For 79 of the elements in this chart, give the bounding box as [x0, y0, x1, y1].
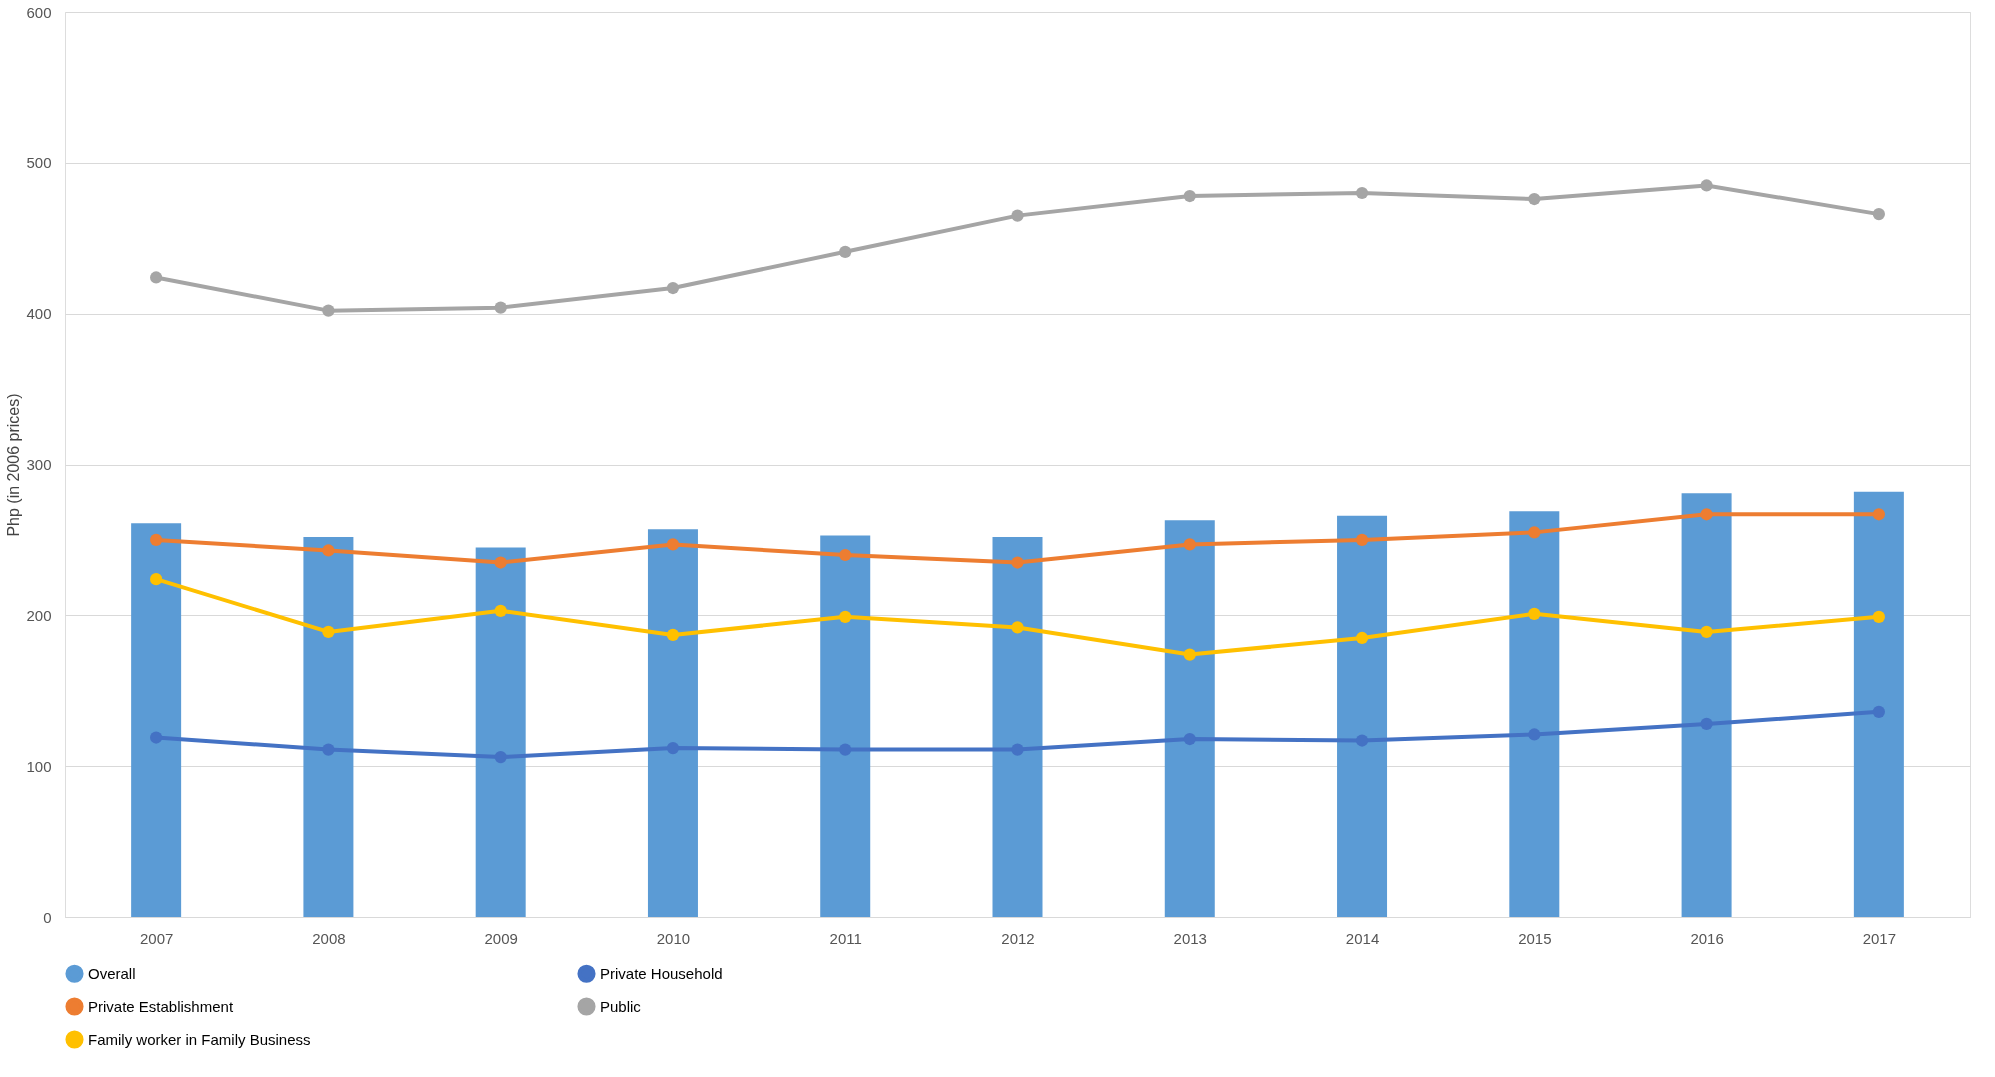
bar: [1853, 491, 1904, 917]
point: [1528, 607, 1541, 620]
bar: [1337, 515, 1388, 917]
x-tick-label: 2009: [484, 929, 518, 947]
point: [1355, 734, 1369, 747]
point: [1872, 508, 1885, 521]
legend-label: Public: [600, 997, 642, 1015]
x-tick-label: 2014: [1345, 929, 1380, 947]
y-tick-label: 100: [26, 757, 52, 775]
point: [1528, 526, 1541, 539]
y-tick-label: 300: [26, 456, 52, 473]
point: [1872, 610, 1885, 623]
point: [666, 281, 680, 295]
point: [322, 544, 335, 557]
point: [666, 538, 680, 551]
point: [1872, 208, 1885, 221]
point: [1011, 556, 1024, 569]
y-tick-label: 0: [43, 908, 52, 926]
point: [666, 741, 680, 755]
point: [1700, 625, 1713, 639]
point: [1528, 728, 1541, 741]
point: [1700, 179, 1713, 192]
point: [1528, 192, 1541, 206]
point: [1355, 186, 1369, 200]
point: [839, 245, 852, 258]
point: [494, 301, 507, 314]
x-tick-label: 2008: [312, 929, 346, 947]
point: [1700, 717, 1713, 731]
point: [322, 304, 335, 317]
point: [666, 628, 680, 642]
bar: [992, 536, 1043, 917]
point: [1355, 533, 1369, 547]
point: [494, 751, 507, 764]
point: [150, 731, 163, 744]
y-tick-label: 400: [26, 305, 52, 323]
bar: [131, 523, 182, 917]
point: [1183, 538, 1196, 551]
point: [1183, 189, 1196, 203]
point: [839, 743, 852, 756]
y-axis-title: Php (in 2006 prices): [5, 393, 23, 537]
point: [1355, 631, 1369, 645]
x-tick-label: 2010: [656, 929, 691, 947]
bar: [820, 535, 871, 917]
point: [1700, 508, 1713, 521]
point: [839, 610, 852, 623]
y-tick-label: 200: [26, 606, 52, 624]
point: [150, 271, 163, 284]
x-tick-label: 2012: [1001, 929, 1035, 947]
x-tick-label: 2011: [829, 929, 862, 947]
legend-label: Family worker in Family Business: [88, 1030, 311, 1048]
point: [322, 743, 335, 756]
point: [150, 573, 163, 586]
legend-label: Private Establishment: [88, 997, 234, 1015]
bar: [1509, 511, 1560, 917]
bar: [1164, 520, 1215, 917]
bar: [647, 529, 698, 917]
bar: [303, 536, 354, 917]
x-tick-label: 2015: [1518, 929, 1552, 947]
point: [839, 548, 852, 562]
point: [1011, 209, 1024, 222]
x-tick-label: 2007: [139, 929, 174, 947]
point: [1183, 648, 1196, 661]
bar: [1681, 493, 1732, 917]
x-tick-label: 2017: [1862, 929, 1897, 947]
point: [494, 604, 507, 617]
y-tick-label: 600: [26, 3, 52, 21]
legend-label: Overall: [88, 964, 136, 982]
point: [494, 556, 507, 569]
bar: [475, 547, 526, 917]
point: [1183, 732, 1196, 746]
point: [322, 625, 335, 639]
point: [1872, 705, 1885, 718]
y-tick-label: 500: [26, 154, 52, 172]
point: [1011, 621, 1024, 634]
point: [1011, 743, 1024, 756]
point: [150, 533, 163, 547]
x-tick-label: 2013: [1173, 929, 1207, 947]
x-tick-label: 2016: [1690, 929, 1724, 947]
legend-label: Private Household: [600, 964, 723, 982]
